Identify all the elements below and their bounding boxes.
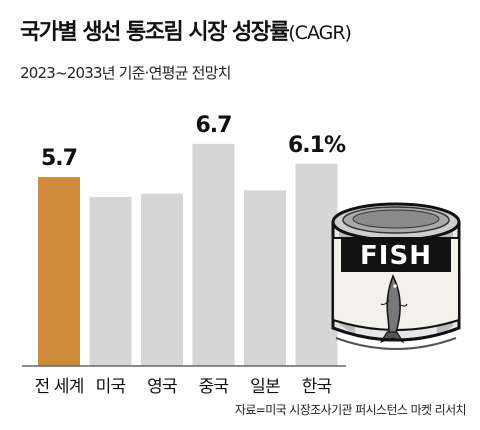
bar-0 [38,177,80,366]
category-label-5: 한국 [302,377,332,397]
chart-subtitle: 2023~2033년 기준·연평균 전망치 [20,64,231,82]
category-label-4: 일본 [250,377,280,397]
bar-5 [295,163,338,366]
category-label-1: 미국 [96,377,126,397]
bar-2 [141,193,183,366]
value-label-0: 5.7 [41,146,77,171]
category-labels-group: 전 세계 미국 영국 중국 일본 한국 [34,377,332,397]
chart-title-suffix: (CAGR) [288,22,352,44]
bar-4 [244,190,286,366]
fish-can-icon: FISH [331,202,461,350]
value-label-5: 6.1% [288,133,346,158]
bars-group [38,143,338,366]
category-label-0: 전 세계 [34,377,83,397]
chart-title: 국가별 생선 통조림 시장 성장률(CAGR) [20,14,352,46]
value-label-3: 6.7 [196,113,232,138]
can-label-text: FISH [360,241,432,271]
category-label-3: 중국 [199,377,229,397]
source-note: 자료=미국 시장조사기관 퍼시스턴스 마켓 리서치 [234,403,467,417]
value-labels-group: 5.7 6.7 6.1% [41,113,347,171]
chart-title-text: 국가별 생선 통조림 시장 성장률 [20,20,290,45]
bar-1 [89,196,132,366]
bar-3 [192,143,235,366]
category-label-2: 영국 [147,377,177,397]
